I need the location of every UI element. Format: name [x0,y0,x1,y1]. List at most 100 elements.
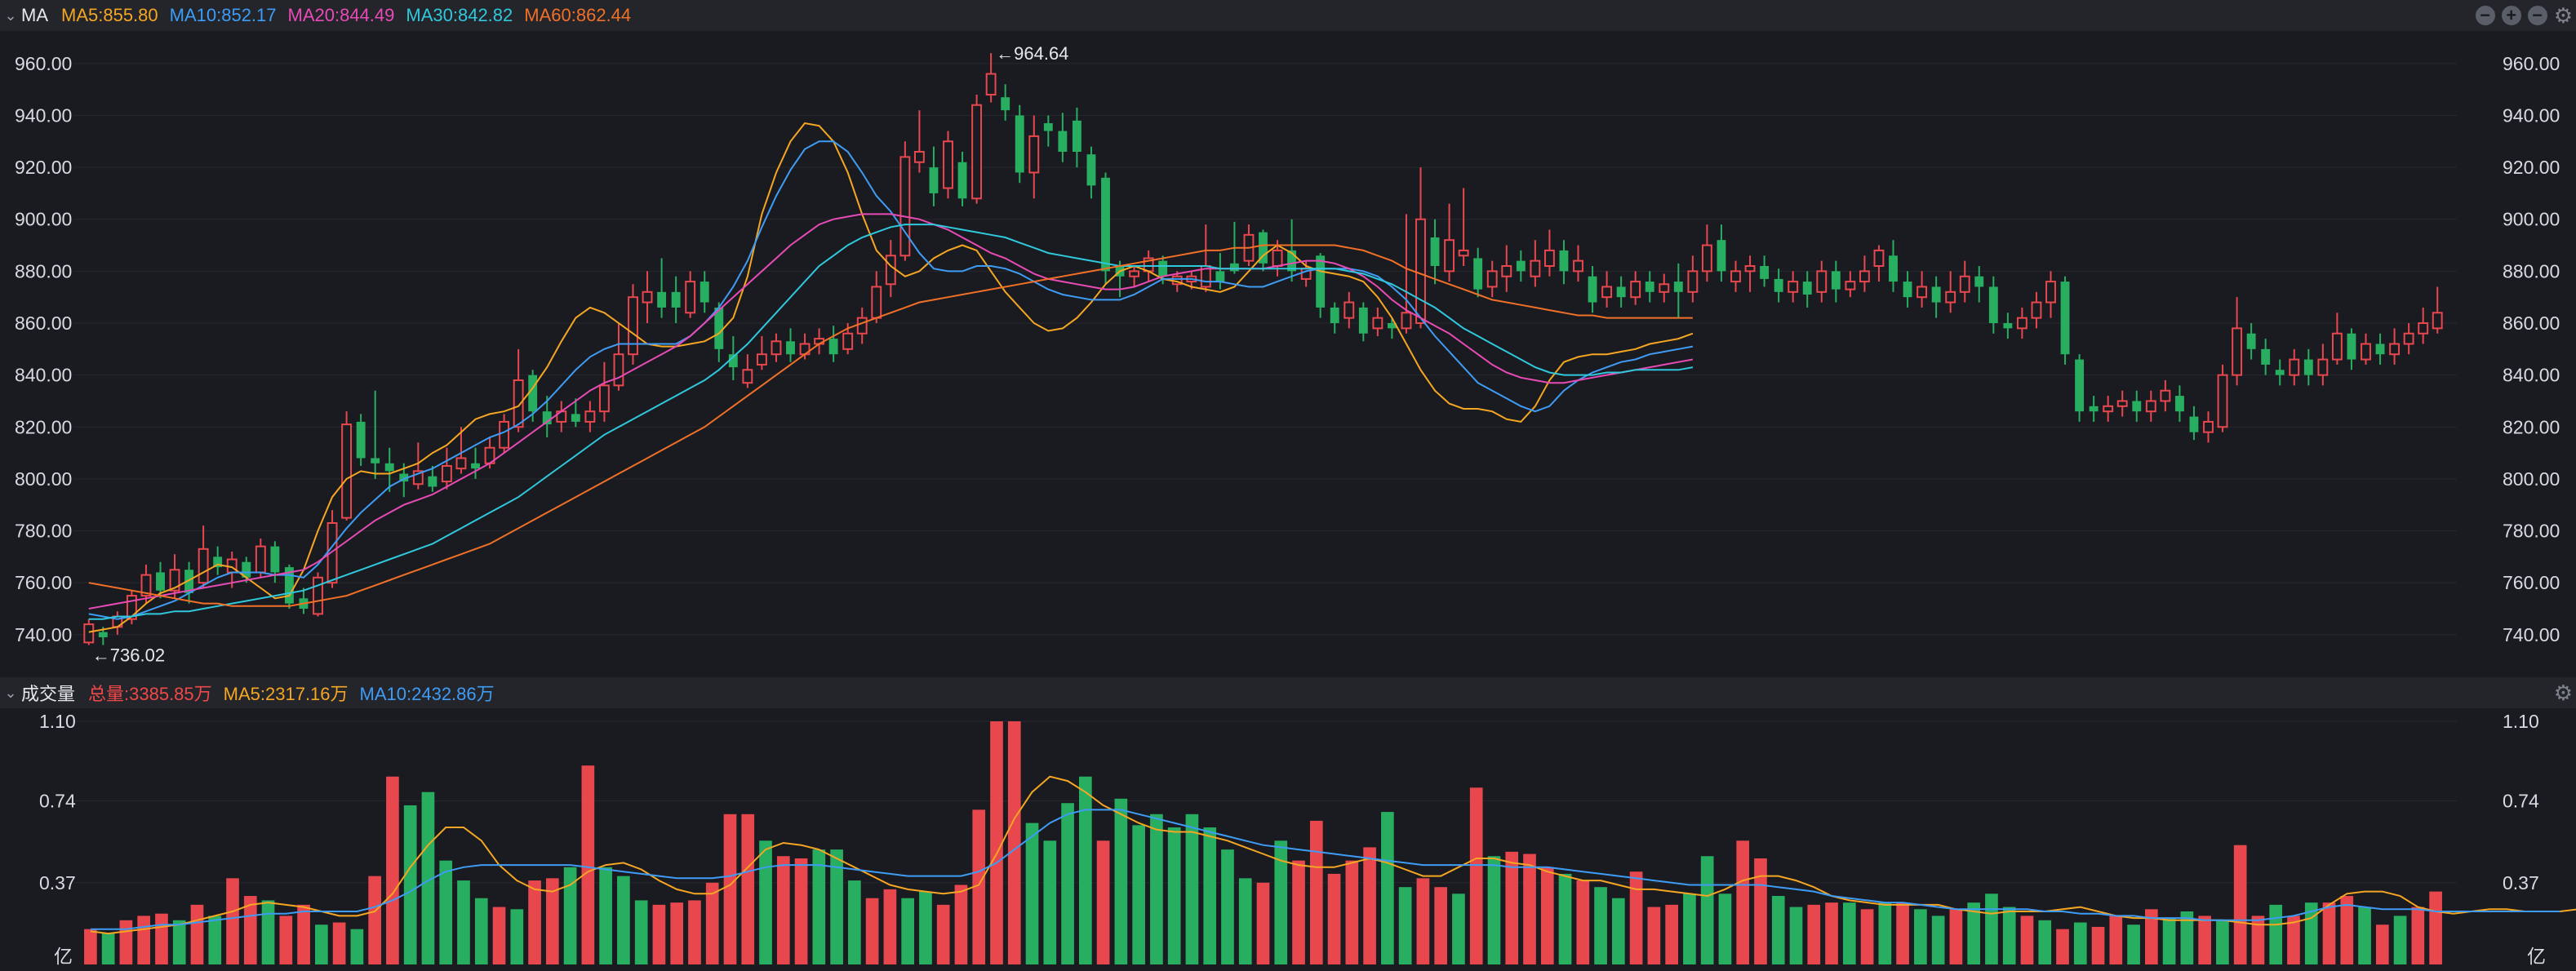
y-tick-label-right: 900.00 [2503,209,2560,230]
candle-body-up [742,369,753,384]
candle-body-down [1015,115,1024,173]
volume-bar [1452,893,1465,964]
candle-body-down [1616,286,1626,298]
ma30-indicator: MA30:842.82 [406,5,513,25]
volume-bar [403,805,417,964]
candle-body-down [1316,255,1326,308]
volume-bar [1061,803,1074,964]
candle-body-up [856,317,868,335]
volume-ma10-line [90,809,2560,930]
volume-bar [2180,911,2194,964]
volume-bar [705,882,719,964]
volume-bar [279,916,293,964]
candle-body-down [1717,240,1726,272]
candle-body-down [471,463,480,469]
volume-bar [563,867,577,964]
collapse-chevron-icon[interactable]: ⌄ [4,7,17,24]
candle-body-down [384,463,394,472]
volume-bar [1434,887,1448,964]
candlestick-chart[interactable]: 960.00 960.00 940.00 940.00 920.00 920.00 900.… [0,31,2576,677]
candle-body-up [2432,312,2443,330]
gear-icon[interactable]: ⚙ [2553,680,2573,705]
candle-body-up [1630,281,1641,299]
gear-icon[interactable]: ⚙ [2553,2,2573,28]
candle-body-up [2203,420,2214,433]
candle-body-up [341,423,353,519]
volume-bar [1789,907,1803,964]
candle-body-up [885,255,896,286]
volume-bar [1416,878,1430,964]
candle-body-up [140,574,152,597]
volume-bar [990,721,1003,964]
volume-bar [172,920,186,964]
candle-body-down [1559,250,1569,272]
candle-body-up [313,576,323,615]
candle-body-up [1028,135,1040,174]
volume-bar [1043,840,1057,964]
candle-body-down [1588,276,1597,303]
candle-body-up [899,156,911,257]
minus-icon[interactable]: − [2527,6,2547,25]
volume-unit-label-right: 亿 [2527,946,2546,967]
candle-body-up [2418,322,2429,335]
panel-controls: ⚙ [2554,677,2576,708]
candle-body-down [1988,286,1998,323]
volume-bar [386,776,399,964]
volume-bar [1096,840,1110,964]
volume-bar [2251,916,2265,964]
volume-bar [1576,880,1590,964]
candle-body-up [598,384,610,413]
volume-indicator-bar: ⌄ 成交量 总量:3385.85万 MA5:2317.16万 MA10:2432… [0,677,2576,708]
candle-body-down [1086,154,1096,186]
candle-body-down [2075,359,2085,412]
candle-body-down [728,354,738,368]
candle-body-up [685,281,696,314]
collapse-chevron-icon[interactable]: ⌄ [4,684,17,701]
volume-bar [1771,896,1785,964]
candle-body-down [657,291,667,308]
volume-bar [1256,882,1270,964]
minus-icon[interactable]: − [2475,6,2495,25]
volume-bar [1700,856,1714,964]
volume-bar [1167,827,1181,964]
candle-body-up [642,290,653,304]
volume-bar [634,900,648,964]
candle-body-down [1516,260,1526,272]
candle-body-down [2246,333,2256,349]
volume-bar [1078,776,1092,964]
volume-bar [848,880,861,964]
candle-body-down [571,414,580,422]
volume-bar [1629,871,1643,964]
price-indicator-bar: ⌄ MA MA5:855.80 MA10:852.17 MA20:844.49 … [0,0,2576,31]
volume-bar [883,889,897,964]
candle-body-up [455,457,467,470]
volume-bar [1381,812,1394,964]
candle-body-down [156,572,165,591]
ma-line-ma30 [88,224,1694,620]
volume-chart[interactable]: 1.10 1.10 0.74 0.74 0.37 0.37 亿 亿 [0,708,2576,971]
candle-body-up [1372,317,1383,330]
volume-bar [1292,860,1305,964]
volume-bar [581,765,595,964]
volume-bar [101,933,115,964]
candle-body-up [1744,265,1756,273]
candle-body-up [1945,290,1956,304]
volume-bar [2162,918,2176,964]
volume-bar [2375,924,2389,964]
ma-line-ma60 [88,244,1693,607]
volume-bar [1398,887,1412,964]
total-volume-indicator: 总量:3385.85万 [88,684,212,704]
candle-body-up [1272,249,1283,267]
candle-body-up [2289,358,2300,376]
plus-icon[interactable]: + [2501,6,2521,25]
volume-bar [1967,902,1981,964]
volume-bar [1185,814,1199,964]
candle-body-down [1645,282,1654,292]
price-panel-title: MA [21,5,48,25]
volume-bar [1914,909,1927,964]
candle-body-up [513,379,524,428]
volume-bar [1718,893,1732,964]
candle-body-down [1215,271,1225,282]
candle-body-up [584,410,596,423]
y-tick-label-right: 780.00 [2503,521,2560,542]
